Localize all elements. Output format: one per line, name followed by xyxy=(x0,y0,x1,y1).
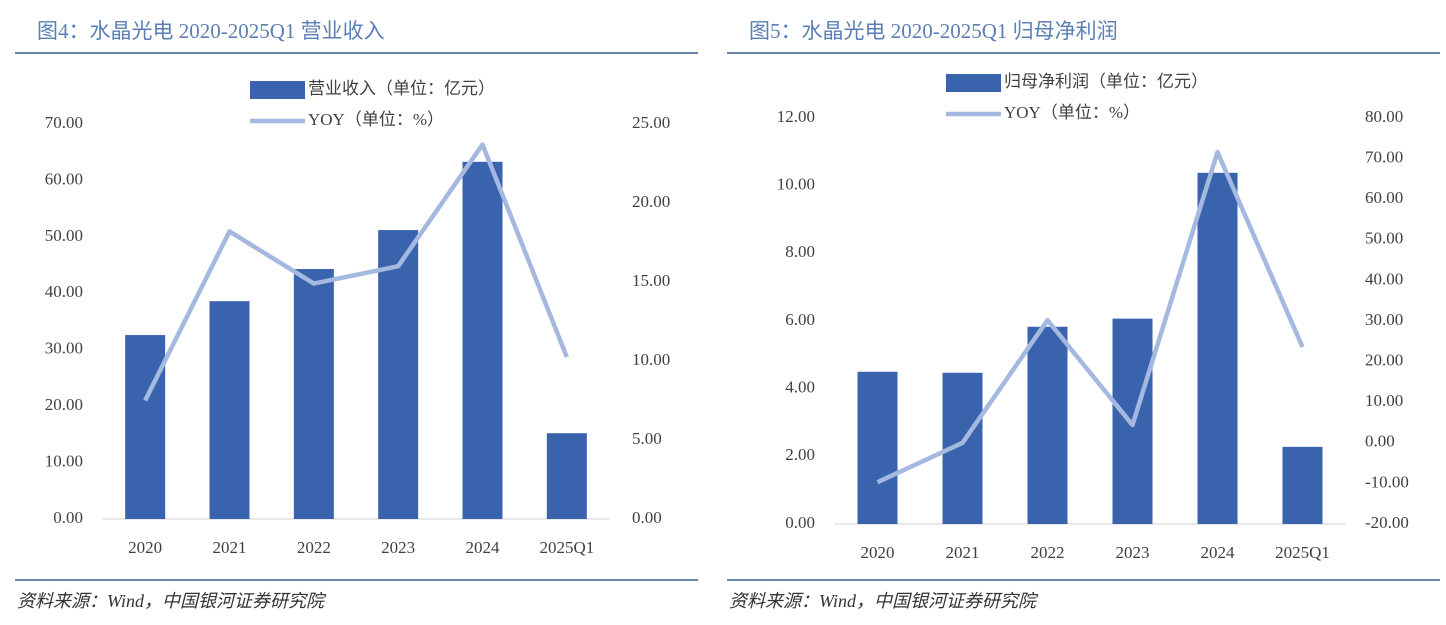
x-tick-label: 2021 xyxy=(213,538,247,557)
y2-tick-label: -10.00 xyxy=(1365,472,1409,491)
legend-swatch xyxy=(946,74,1001,92)
y2-tick-label: 40.00 xyxy=(1365,269,1403,288)
y2-tick-label: 15.00 xyxy=(632,271,670,290)
y-tick-label: 40.00 xyxy=(45,282,83,301)
y2-tick-label: 10.00 xyxy=(1365,391,1403,410)
y-tick-label: 30.00 xyxy=(45,339,83,358)
y-tick-label: 12.00 xyxy=(777,107,815,126)
bar xyxy=(125,335,166,519)
bar xyxy=(857,371,898,524)
y2-tick-label: 5.00 xyxy=(632,429,662,448)
x-tick-label: 2022 xyxy=(1031,543,1065,562)
y-tick-label: 50.00 xyxy=(45,226,83,245)
y-tick-label: 10.00 xyxy=(45,451,83,470)
x-tick-label: 2023 xyxy=(381,538,415,557)
chart-title: 图5：水晶光电 2020-2025Q1 归母净利润 xyxy=(749,19,1118,43)
legend-label: 营业收入（单位：亿元） xyxy=(308,79,495,98)
bar xyxy=(1282,446,1323,524)
y2-tick-label: 60.00 xyxy=(1365,188,1403,207)
x-tick-label: 2025Q1 xyxy=(1275,543,1330,562)
chart-title: 图4：水晶光电 2020-2025Q1 营业收入 xyxy=(37,19,385,43)
source-note: 资料来源：Wind，中国银河证券研究院 xyxy=(17,591,327,611)
y-tick-label: 8.00 xyxy=(785,242,815,261)
bar xyxy=(378,230,419,520)
y2-tick-label: 0.00 xyxy=(1365,432,1395,451)
x-tick-label: 2024 xyxy=(466,538,501,557)
x-tick-label: 2022 xyxy=(297,538,331,557)
y2-tick-label: 20.00 xyxy=(632,192,670,211)
y2-tick-label: 25.00 xyxy=(632,113,670,132)
x-tick-label: 2020 xyxy=(861,543,895,562)
y-tick-label: 0.00 xyxy=(53,508,83,527)
bar xyxy=(293,269,334,519)
bar xyxy=(546,433,587,519)
line-series xyxy=(876,149,1305,485)
bar xyxy=(209,301,250,519)
y2-tick-label: 80.00 xyxy=(1365,107,1403,126)
y-tick-label: 70.00 xyxy=(45,113,83,132)
bar xyxy=(1197,172,1238,524)
y-tick-label: 4.00 xyxy=(785,378,815,397)
x-tick-label: 2025Q1 xyxy=(539,538,594,557)
y2-tick-label: 10.00 xyxy=(632,350,670,369)
bar xyxy=(462,161,503,520)
line-series xyxy=(143,142,569,402)
y-tick-label: 0.00 xyxy=(785,513,815,532)
legend-label: YOY（单位：%） xyxy=(1004,103,1140,122)
y-tick-label: 20.00 xyxy=(45,395,83,414)
legend-label: 归母净利润（单位：亿元） xyxy=(1004,72,1208,91)
y2-tick-label: 50.00 xyxy=(1365,229,1403,248)
y2-tick-label: 70.00 xyxy=(1365,148,1403,167)
bar xyxy=(1027,326,1068,524)
y-tick-label: 60.00 xyxy=(45,169,83,188)
legend-label: YOY（单位：%） xyxy=(308,110,444,129)
y-tick-label: 2.00 xyxy=(785,445,815,464)
x-tick-label: 2021 xyxy=(946,543,980,562)
x-tick-label: 2024 xyxy=(1201,543,1236,562)
source-note: 资料来源：Wind，中国银河证券研究院 xyxy=(729,591,1039,611)
y2-tick-label: -20.00 xyxy=(1365,513,1409,532)
y2-tick-label: 0.00 xyxy=(632,508,662,527)
y2-tick-label: 20.00 xyxy=(1365,351,1403,370)
y-tick-label: 10.00 xyxy=(777,175,815,194)
y-tick-label: 6.00 xyxy=(785,310,815,329)
x-tick-label: 2023 xyxy=(1116,543,1150,562)
y2-tick-label: 30.00 xyxy=(1365,310,1403,329)
x-tick-label: 2020 xyxy=(128,538,162,557)
legend-swatch xyxy=(250,81,305,99)
